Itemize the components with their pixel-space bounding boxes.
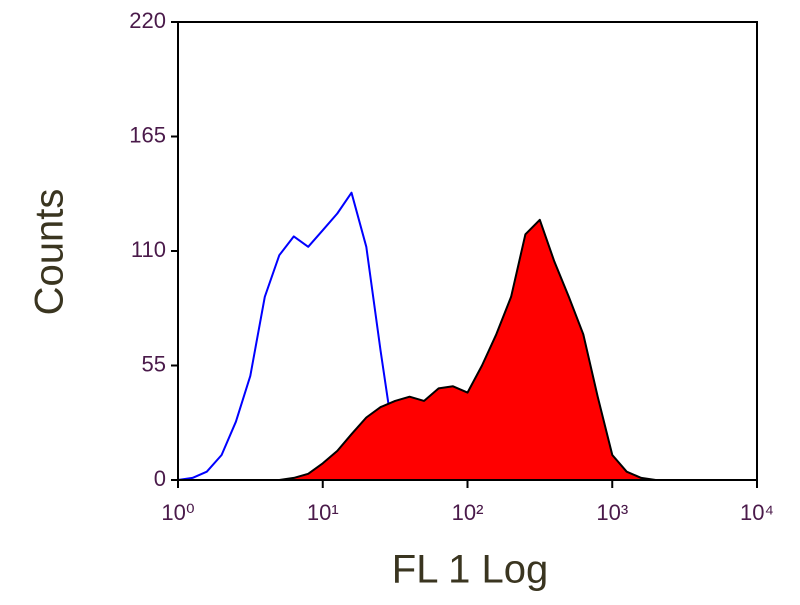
y-axis-label: Counts [28, 189, 72, 316]
y-tick-label: 0 [154, 466, 166, 491]
x-tick-label: 10⁰ [161, 500, 194, 525]
y-tick-label: 110 [131, 237, 166, 262]
y-tick-label: 220 [129, 8, 166, 33]
x-tick-label: 10² [452, 500, 484, 525]
y-tick-label: 55 [142, 351, 166, 376]
x-tick-label: 10³ [596, 500, 628, 525]
x-axis-label: FL 1 Log [392, 548, 548, 592]
x-tick-label: 10⁴ [740, 500, 774, 525]
y-tick-label: 165 [129, 122, 166, 147]
x-tick-label: 10¹ [307, 500, 339, 525]
